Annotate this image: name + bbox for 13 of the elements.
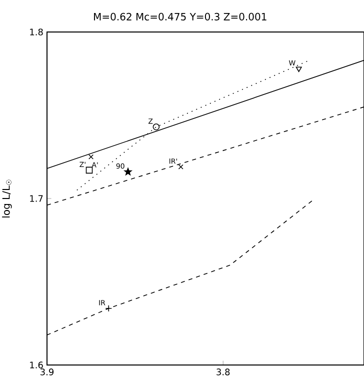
point	[152, 124, 160, 130]
y-tick-label: 1.7	[30, 195, 43, 202]
y-axis-title: log L/L$_{☉}$	[2, 180, 12, 218]
point	[178, 164, 184, 170]
x-tick-label: 3.8	[216, 368, 230, 376]
y-tick-label: 1.6	[30, 362, 43, 368]
y-tick-label: 1.8	[30, 28, 43, 36]
point	[88, 154, 94, 160]
x-tick-label: 3.9	[40, 368, 54, 376]
point	[296, 66, 302, 72]
chart-title: M=0.62 Mc=0.475 Y=0.3 Z=0.001	[94, 12, 266, 20]
point	[124, 168, 132, 176]
point	[86, 166, 93, 174]
